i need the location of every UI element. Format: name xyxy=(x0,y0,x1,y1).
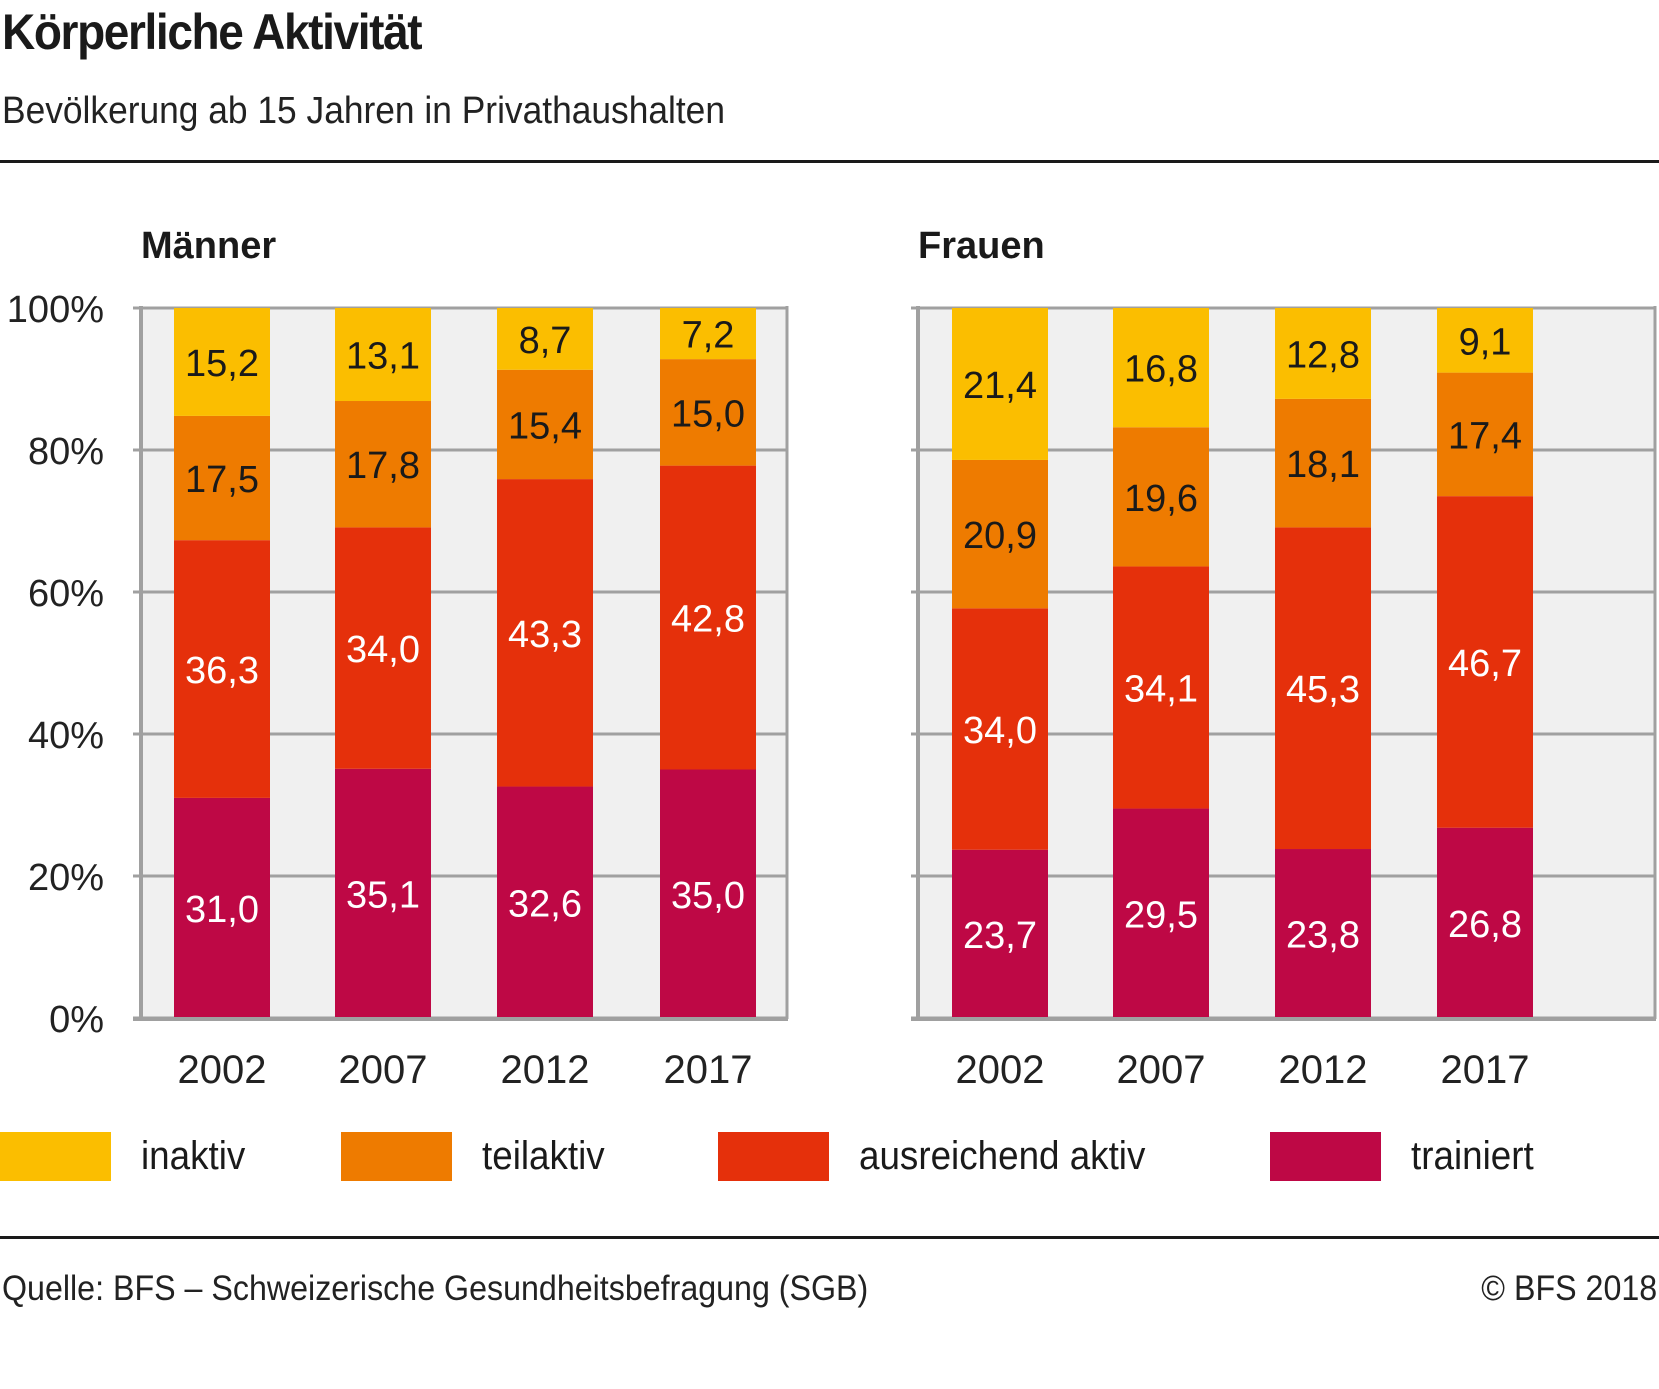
data-label: 16,8 xyxy=(1124,349,1198,391)
bar-segment-ausreichend-aktiv xyxy=(1113,566,1209,809)
bar-segment-ausreichend-aktiv xyxy=(1275,527,1371,850)
bar-segment-trainiert xyxy=(335,768,431,1018)
bar-segment-trainiert xyxy=(497,786,593,1018)
bar-segment-trainiert xyxy=(1275,849,1371,1018)
bar-segment-inaktiv xyxy=(660,308,756,360)
header-divider xyxy=(0,160,1659,163)
data-label: 17,8 xyxy=(346,445,420,487)
source-note: Quelle: BFS – Schweizerische Gesundheits… xyxy=(2,1269,869,1308)
legend-swatch-inaktiv xyxy=(0,1132,111,1181)
bar-segment-teilaktiv xyxy=(497,369,593,480)
bar-segment-ausreichend-aktiv xyxy=(660,465,756,770)
data-label: 23,8 xyxy=(1286,915,1360,957)
chart-title: Körperliche Aktivität xyxy=(2,4,423,60)
data-label: 32,6 xyxy=(508,883,582,925)
y-tick-label: 40% xyxy=(28,715,104,757)
legend-label-trainiert: trainiert xyxy=(1411,1134,1534,1178)
legend-label-ausreichend-aktiv: ausreichend aktiv xyxy=(859,1134,1146,1178)
x-tick-label: 2012 xyxy=(1279,1048,1368,1092)
bar-segment-teilaktiv xyxy=(1437,372,1533,497)
bar-segment-ausreichend-aktiv xyxy=(497,479,593,787)
data-label: 17,4 xyxy=(1448,415,1522,457)
y-tick-label: 100% xyxy=(7,289,104,331)
y-tick-label: 20% xyxy=(28,857,104,899)
x-tick-label: 2017 xyxy=(1441,1048,1530,1092)
bar-segment-trainiert xyxy=(1437,827,1533,1018)
data-label: 15,2 xyxy=(185,343,259,385)
footer-divider xyxy=(0,1236,1659,1239)
data-label: 12,8 xyxy=(1286,334,1360,376)
legend-swatch-ausreichend-aktiv xyxy=(718,1132,829,1181)
legend-label-inaktiv: inaktiv xyxy=(141,1134,246,1178)
data-label: 46,7 xyxy=(1448,643,1522,685)
bar-segment-trainiert xyxy=(952,849,1048,1018)
data-label: 8,7 xyxy=(519,320,572,362)
legend-swatch-teilaktiv xyxy=(341,1132,452,1181)
bar-segment-inaktiv xyxy=(174,308,270,416)
x-tick-label: 2002 xyxy=(178,1048,267,1092)
data-label: 15,0 xyxy=(671,393,745,435)
x-tick-label: 2017 xyxy=(664,1048,753,1092)
bar-segment-inaktiv xyxy=(335,308,431,402)
bar-segment-trainiert xyxy=(660,769,756,1018)
data-label: 29,5 xyxy=(1124,894,1198,936)
bar-segment-teilaktiv xyxy=(1275,398,1371,528)
bar-segment-trainiert xyxy=(174,797,270,1018)
legend-swatch-trainiert xyxy=(1270,1132,1381,1181)
data-label: 34,0 xyxy=(346,629,420,671)
bar-segment-ausreichend-aktiv xyxy=(335,527,431,769)
data-label: 17,5 xyxy=(185,459,259,501)
data-label: 42,8 xyxy=(671,599,745,641)
y-tick-label: 0% xyxy=(49,999,104,1041)
bar-segment-ausreichend-aktiv xyxy=(1437,496,1533,828)
data-label: 35,1 xyxy=(346,874,420,916)
bar-segment-teilaktiv xyxy=(952,459,1048,609)
x-tick-label: 2007 xyxy=(339,1048,428,1092)
copyright-note: © BFS 2018 xyxy=(1481,1269,1657,1308)
bar-segment-ausreichend-aktiv xyxy=(952,608,1048,850)
bar-segment-inaktiv xyxy=(1437,308,1533,373)
data-label: 34,0 xyxy=(963,710,1037,752)
bar-segment-trainiert xyxy=(1113,808,1209,1018)
y-tick-label: 80% xyxy=(28,431,104,473)
panel-title-maenner: Männer xyxy=(141,225,276,267)
chart-subtitle: Bevölkerung ab 15 Jahren in Privathausha… xyxy=(2,90,725,132)
bar-segment-inaktiv xyxy=(952,308,1048,460)
data-label: 20,9 xyxy=(963,515,1037,557)
data-label: 19,6 xyxy=(1124,478,1198,520)
bar-segment-teilaktiv xyxy=(174,415,270,541)
bar-segment-inaktiv xyxy=(1113,308,1209,428)
bar-segment-teilaktiv xyxy=(1113,427,1209,567)
data-label: 45,3 xyxy=(1286,669,1360,711)
data-label: 31,0 xyxy=(185,889,259,931)
data-label: 7,2 xyxy=(682,315,735,357)
bar-segment-teilaktiv xyxy=(660,359,756,466)
y-tick-label: 60% xyxy=(28,573,104,615)
bar-segment-teilaktiv xyxy=(335,401,431,528)
x-tick-label: 2012 xyxy=(501,1048,590,1092)
data-label: 18,1 xyxy=(1286,444,1360,486)
data-label: 36,3 xyxy=(185,650,259,692)
data-label: 9,1 xyxy=(1459,321,1512,363)
data-label: 21,4 xyxy=(963,365,1037,407)
x-tick-label: 2002 xyxy=(956,1048,1045,1092)
data-label: 26,8 xyxy=(1448,904,1522,946)
bar-segment-inaktiv xyxy=(497,308,593,370)
bar-segment-ausreichend-aktiv xyxy=(174,540,270,798)
data-label: 35,0 xyxy=(671,875,745,917)
legend-label-teilaktiv: teilaktiv xyxy=(482,1134,605,1178)
data-label: 23,7 xyxy=(963,915,1037,957)
data-label: 15,4 xyxy=(508,405,582,447)
data-label: 13,1 xyxy=(346,336,420,378)
x-tick-label: 2007 xyxy=(1117,1048,1206,1092)
data-label: 34,1 xyxy=(1124,668,1198,710)
bar-segment-inaktiv xyxy=(1275,308,1371,399)
legend: inaktiv teilaktiv ausreichend aktiv trai… xyxy=(0,1132,1659,1182)
data-label: 43,3 xyxy=(508,614,582,656)
panel-title-frauen: Frauen xyxy=(918,225,1045,267)
